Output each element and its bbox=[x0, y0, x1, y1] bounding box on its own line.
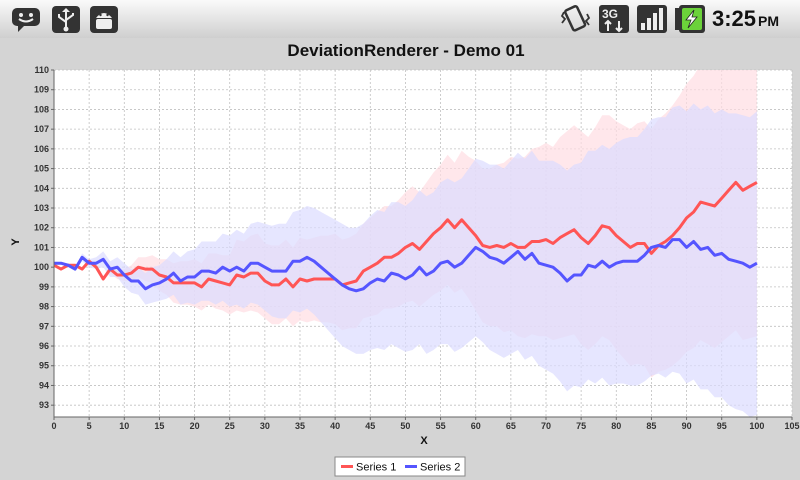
y-tick-label: 102 bbox=[34, 223, 49, 233]
y-axis-label: Y bbox=[10, 238, 22, 246]
y-tick-label: 96 bbox=[39, 341, 49, 351]
x-tick-label: 25 bbox=[225, 421, 235, 431]
x-tick-label: 90 bbox=[682, 421, 692, 431]
y-tick-label: 95 bbox=[39, 361, 49, 371]
y-tick-label: 107 bbox=[34, 124, 49, 134]
legend-label-2: Series 2 bbox=[420, 462, 460, 474]
y-tick-label: 99 bbox=[39, 282, 49, 292]
chat-icon bbox=[12, 8, 40, 32]
android-debug-icon bbox=[90, 6, 118, 33]
x-tick-label: 30 bbox=[260, 421, 270, 431]
deviation-chart: DeviationRenderer - Demo 01 0 5 10 15 20 25 30… bbox=[10, 41, 800, 477]
y-tick-label: 97 bbox=[39, 321, 49, 331]
deviation-bands bbox=[54, 70, 757, 417]
series-line-1 bbox=[54, 180, 758, 289]
x-tick-label: 70 bbox=[541, 421, 551, 431]
y-tick-label: 101 bbox=[34, 242, 49, 252]
x-tick-label: 100 bbox=[749, 421, 764, 431]
x-tick-label: 20 bbox=[190, 421, 200, 431]
y-tick-label: 98 bbox=[39, 302, 49, 312]
y-tick-label: 105 bbox=[34, 164, 49, 174]
x-tick-label: 45 bbox=[365, 421, 375, 431]
x-tick-label: 5 bbox=[87, 421, 92, 431]
y-tick-label: 108 bbox=[34, 104, 49, 114]
x-tick-label: 60 bbox=[471, 421, 481, 431]
y-tick-label: 100 bbox=[34, 262, 49, 272]
x-tick-label: 55 bbox=[436, 421, 446, 431]
x-axis-label: X bbox=[420, 435, 428, 447]
x-tick-label: 40 bbox=[330, 421, 340, 431]
deviation-band-2 bbox=[54, 103, 757, 417]
clock-time: 3:25 bbox=[712, 6, 757, 31]
x-tick-label: 105 bbox=[784, 421, 799, 431]
legend: Series 1 Series 2 bbox=[334, 456, 466, 477]
x-tick-label: 65 bbox=[506, 421, 516, 431]
y-tick-label: 110 bbox=[34, 65, 49, 75]
x-tick-label: 35 bbox=[295, 421, 305, 431]
x-tick-label: 95 bbox=[717, 421, 727, 431]
svg-text:3G: 3G bbox=[602, 7, 618, 21]
x-tick-label: 80 bbox=[611, 421, 621, 431]
chart-panel: DeviationRenderer - Demo 01 0 5 10 15 20 25 30… bbox=[0, 38, 800, 480]
x-tick-label: 50 bbox=[400, 421, 410, 431]
x-tick-label: 85 bbox=[646, 421, 656, 431]
x-tick-label: 0 bbox=[51, 421, 56, 431]
chart-title: DeviationRenderer - Demo 01 bbox=[287, 41, 524, 60]
vibrate-icon bbox=[560, 4, 591, 32]
y-tick-label: 94 bbox=[39, 380, 49, 390]
x-tick-label: 10 bbox=[119, 421, 129, 431]
x-tick-label: 75 bbox=[576, 421, 586, 431]
y-tick-label: 93 bbox=[39, 400, 49, 410]
usb-icon bbox=[52, 6, 80, 33]
battery-charging-icon bbox=[675, 5, 705, 33]
signal-icon bbox=[637, 5, 667, 33]
clock-ampm: PM bbox=[758, 13, 780, 29]
status-bar: 3G 3:25 PM bbox=[0, 0, 800, 39]
series-line-2 bbox=[54, 238, 758, 293]
x-tick-label: 15 bbox=[154, 421, 164, 431]
y-tick-label: 103 bbox=[34, 203, 49, 213]
3g-data-icon: 3G bbox=[599, 5, 629, 33]
series-lines bbox=[54, 180, 758, 293]
y-tick-label: 106 bbox=[34, 144, 49, 154]
clock: 3:25 PM bbox=[712, 6, 779, 32]
axes: 0 5 10 15 20 25 30 35 40 45 50 55 60 65 70 75 80 85 90 95 10… bbox=[34, 65, 800, 431]
legend-label-1: Series 1 bbox=[356, 462, 396, 474]
y-tick-label: 104 bbox=[34, 183, 49, 193]
legend-box bbox=[334, 456, 466, 477]
y-tick-label: 109 bbox=[34, 85, 49, 95]
